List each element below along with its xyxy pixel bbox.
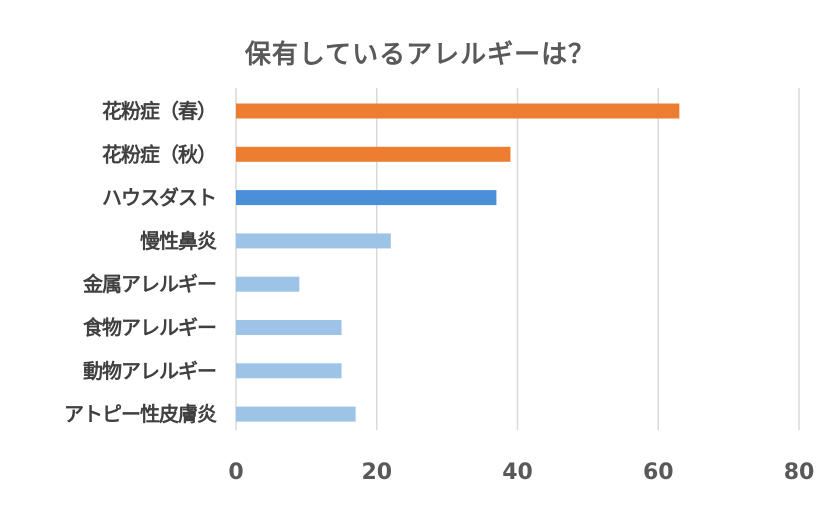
bar — [236, 103, 680, 119]
category-label: 慢性鼻炎 — [140, 229, 217, 253]
bar — [236, 363, 342, 379]
category-label: アトピー性皮膚炎 — [64, 402, 217, 426]
bar — [236, 233, 391, 249]
x-tick-label: 80 — [784, 460, 815, 485]
category-label: 金属アレルギー — [82, 272, 216, 296]
bars — [236, 103, 680, 422]
x-tick-label: 20 — [361, 460, 392, 485]
x-axis-ticks: 0 20 40 60 80 — [228, 460, 814, 485]
bar — [236, 320, 342, 335]
bar — [236, 276, 300, 292]
gridlines — [235, 88, 800, 430]
category-label: 花粉症（秋） — [102, 142, 216, 166]
category-label: 動物アレルギー — [83, 359, 216, 383]
x-tick-label: 40 — [502, 460, 533, 485]
x-tick-label: 0 — [228, 460, 243, 485]
category-labels: 花粉症（春） 花粉症（秋） ハウスダスト慢性鼻炎金属アレルギー食物アレルギー動物アレ… — [64, 99, 218, 426]
category-label: 食物アレルギー — [83, 316, 216, 340]
category-label: 花粉症（春） — [102, 99, 216, 123]
bar — [236, 146, 511, 162]
chart-title: 保有しているアレルギーは？ — [244, 40, 595, 70]
x-tick-label: 60 — [643, 460, 674, 485]
bar — [236, 190, 497, 206]
bar — [236, 406, 356, 422]
category-label: ハウスダスト — [102, 186, 216, 210]
